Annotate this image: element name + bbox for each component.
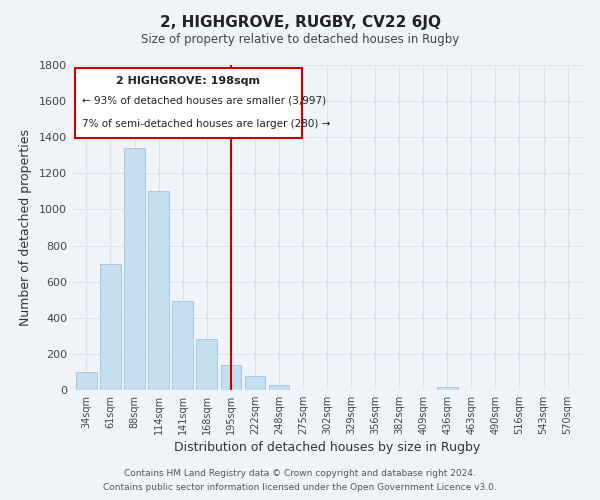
FancyBboxPatch shape <box>74 68 302 138</box>
Bar <box>437 388 458 390</box>
Text: 2, HIGHGROVE, RUGBY, CV22 6JQ: 2, HIGHGROVE, RUGBY, CV22 6JQ <box>160 15 440 30</box>
Y-axis label: Number of detached properties: Number of detached properties <box>19 129 32 326</box>
Text: Size of property relative to detached houses in Rugby: Size of property relative to detached ho… <box>141 32 459 46</box>
Bar <box>172 300 193 390</box>
Text: Contains HM Land Registry data © Crown copyright and database right 2024.: Contains HM Land Registry data © Crown c… <box>124 468 476 477</box>
Bar <box>245 376 265 390</box>
Bar <box>196 340 217 390</box>
Text: 7% of semi-detached houses are larger (280) →: 7% of semi-detached houses are larger (2… <box>82 118 331 128</box>
Bar <box>76 372 97 390</box>
Text: ← 93% of detached houses are smaller (3,997): ← 93% of detached houses are smaller (3,… <box>82 96 326 106</box>
Bar <box>148 192 169 390</box>
X-axis label: Distribution of detached houses by size in Rugby: Distribution of detached houses by size … <box>174 442 480 454</box>
Text: 2 HIGHGROVE: 198sqm: 2 HIGHGROVE: 198sqm <box>116 76 260 86</box>
Bar <box>269 384 289 390</box>
Bar <box>100 264 121 390</box>
Text: Contains public sector information licensed under the Open Government Licence v3: Contains public sector information licen… <box>103 484 497 492</box>
Bar <box>221 364 241 390</box>
Bar <box>124 148 145 390</box>
